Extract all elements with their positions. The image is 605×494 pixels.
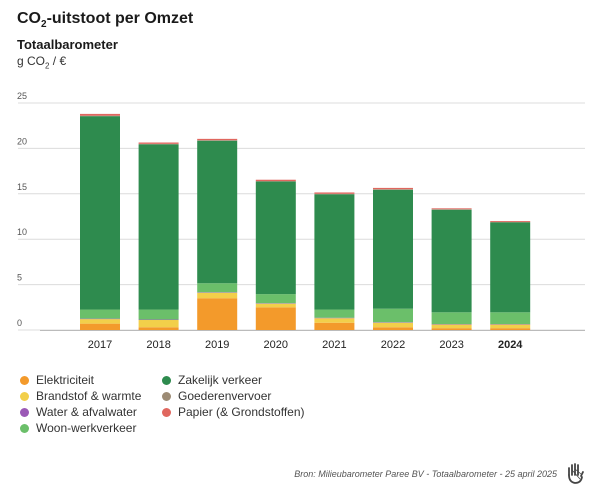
- legend-item[interactable]: Goederenvervoer: [162, 389, 271, 403]
- legend-swatch: [20, 407, 29, 417]
- bar-segment: [373, 189, 413, 309]
- bar-segment: [80, 319, 120, 324]
- bar-segment: [314, 194, 355, 310]
- bar-segment: [314, 192, 355, 194]
- x-tick-label: 2024: [498, 339, 523, 351]
- x-tick-label: 2022: [381, 339, 405, 351]
- bar-segment: [138, 144, 179, 310]
- bar-segment: [197, 298, 238, 330]
- bar-segment: [490, 222, 531, 313]
- bar-segment: [197, 292, 238, 299]
- x-tick-label: 2019: [205, 339, 229, 351]
- y-tick-label: 0: [17, 318, 22, 328]
- y-tick-label: 25: [17, 91, 27, 101]
- bar-segment: [80, 113, 120, 116]
- legend-item[interactable]: Brandstof & warmte: [20, 389, 141, 403]
- legend-swatch: [162, 391, 171, 401]
- x-tick-label: 2023: [439, 339, 463, 351]
- x-tick-label: 2021: [322, 339, 346, 351]
- bar-segment: [255, 303, 296, 308]
- bar-segment: [431, 328, 472, 330]
- y-tick-label: 5: [17, 273, 22, 283]
- bar-segment: [314, 318, 355, 323]
- bar-segment: [490, 324, 531, 329]
- x-tick-label: 2020: [264, 339, 288, 351]
- bar-segment: [255, 294, 296, 304]
- source-note: Bron: Milieubarometer Paree BV - Totaalb…: [294, 469, 557, 479]
- bar-segment: [80, 323, 120, 330]
- bar-segment: [138, 320, 179, 328]
- bar-segment: [255, 181, 296, 295]
- bar-segment: [138, 327, 179, 330]
- bar-segment: [197, 283, 238, 293]
- stacked-bar-chart: 0 5 10 15 20 25 2017 2018 2019 2020 2021 2022 2023 20…: [17, 91, 585, 351]
- bar-segment: [197, 138, 238, 141]
- legend-swatch: [162, 375, 171, 385]
- hand-logo-icon: [568, 463, 584, 484]
- bar-segment: [80, 116, 120, 310]
- y-tick-label: 20: [17, 136, 27, 146]
- legend-swatch: [20, 375, 29, 385]
- bar-segment: [373, 322, 413, 328]
- bar-segment: [255, 179, 296, 182]
- y-tick-label: 10: [17, 227, 27, 237]
- y-axis-unit: g CO2 / €: [17, 54, 67, 71]
- bar-segment: [490, 328, 531, 330]
- bar-segment: [373, 308, 413, 323]
- bar-segment: [373, 187, 413, 190]
- bar-segment: [138, 142, 179, 144]
- x-tick-label: 2017: [88, 339, 112, 351]
- bar-segment: [80, 309, 120, 319]
- bar-segment: [490, 221, 531, 222]
- bar-segment: [490, 312, 531, 325]
- bar-segment: [255, 307, 296, 330]
- chart-subtitle: Totaalbarometer: [17, 37, 118, 52]
- legend-swatch: [20, 391, 29, 401]
- bar-segment: [431, 208, 472, 210]
- legend-item[interactable]: Elektriciteit: [20, 373, 94, 387]
- bar-segment: [431, 324, 472, 329]
- legend-item[interactable]: Zakelijk verkeer: [162, 373, 262, 387]
- x-tick-label: 2018: [146, 339, 170, 351]
- legend-swatch: [162, 407, 171, 417]
- legend-swatch: [20, 423, 29, 433]
- legend-item[interactable]: Woon-werkverkeer: [20, 421, 136, 435]
- y-tick-label: 15: [17, 182, 27, 192]
- bar-segment: [314, 309, 355, 318]
- bar-segment: [431, 312, 472, 325]
- bar-segment: [314, 322, 355, 330]
- bar-segment: [197, 140, 238, 284]
- legend-item[interactable]: Papier (& Grondstoffen): [162, 405, 305, 419]
- bar-segment: [138, 309, 179, 320]
- legend-item[interactable]: Water & afvalwater: [20, 405, 137, 419]
- bar-segment: [431, 209, 472, 313]
- chart-title: CO2-uitstoot per Omzet: [17, 10, 194, 31]
- bar-segment: [373, 327, 413, 330]
